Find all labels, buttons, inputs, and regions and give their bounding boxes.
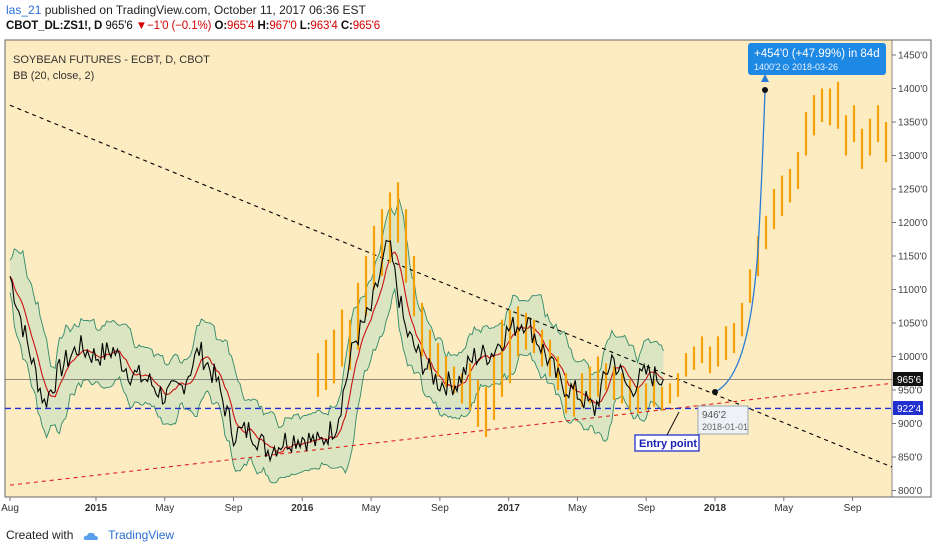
support-price-tag-label: 922'4 (897, 404, 922, 415)
low-label: L: (299, 20, 311, 32)
chart-legend-title: SOYBEAN FUTURES - ECBT, D, CBOT (13, 54, 210, 66)
last-price: 965'6 (105, 20, 133, 32)
y-tick-label: 950'0 (898, 386, 923, 397)
tradingview-cloud-icon (83, 532, 98, 540)
y-tick-label: 1150'0 (898, 252, 927, 263)
down-arrow-icon: ▼ (135, 20, 148, 32)
author-link[interactable]: las_21 (6, 3, 42, 17)
start-date: 2018-01-01 (702, 422, 748, 432)
y-tick-label: 1050'0 (898, 319, 928, 330)
x-tick-label: 2015 (85, 503, 108, 514)
symbol-label: CBOT_DL:ZS1!, D (6, 20, 103, 32)
gain-callout-text: +454'0 (+47.99%) in 84d (754, 48, 880, 60)
y-tick-label: 1200'0 (898, 218, 928, 229)
indicator-legend: BB (20, close, 2) (13, 70, 94, 82)
gain-callout-box[interactable] (748, 43, 886, 75)
start-price: 946'2 (702, 410, 727, 421)
publication-info: las_21 published on TradingView.com, Oct… (6, 3, 366, 17)
y-tick-label: 1250'0 (898, 185, 928, 196)
x-tick-label: 2016 (291, 503, 314, 514)
y-tick-label: 850'0 (898, 453, 923, 464)
x-tick-label: Aug (1, 503, 19, 514)
support-trendline (9, 382, 893, 486)
chart-frame (4, 39, 932, 498)
x-tick-label: 2017 (498, 503, 521, 514)
y-tick-label: 1300'0 (898, 151, 928, 162)
footer: Created with TradingView (6, 528, 174, 542)
x-tick-label: May (774, 503, 793, 514)
open-value: 965'4 (227, 20, 255, 32)
price-axis: 800'0 850'0 900'0 950'0 1000'0 1050'0 1100'0 11… (892, 51, 928, 497)
y-tick-label: 1100'0 (898, 285, 927, 296)
price-change: −1'0 (−0.1%) (147, 20, 212, 32)
publication-text: published on TradingView.com, October 11… (41, 3, 366, 17)
entry-point-arrow (666, 411, 680, 436)
high-value: 967'0 (269, 20, 297, 32)
target-price: 1400'2 (754, 62, 781, 72)
x-tick-label: May (568, 503, 587, 514)
y-tick-label: 1350'0 (898, 118, 928, 129)
target-date-icon: ⊙ (782, 62, 790, 72)
tradingview-brand-link[interactable]: TradingView (108, 528, 175, 542)
y-tick-label: 1400'0 (898, 84, 928, 95)
time-axis: Aug 2015 May Sep 2016 May Sep 2017 May Sep 2018 May… (1, 497, 862, 514)
bb-lower-band (9, 287, 664, 484)
x-tick-label: Sep (431, 503, 449, 514)
x-tick-label: 2018 (704, 503, 727, 514)
bb-fill (10, 199, 664, 483)
close-value: 965'6 (352, 20, 381, 32)
target-date: 2018-03-26 (792, 62, 838, 72)
close-label: C: (340, 20, 353, 32)
start-point-marker (712, 389, 718, 395)
price-line (9, 239, 664, 463)
y-tick-label: 1450'0 (898, 51, 928, 62)
entry-point-label: Entry point (639, 438, 697, 450)
start-callout-box (697, 405, 749, 435)
created-with-text: Created with (6, 528, 74, 542)
x-tick-label: Sep (844, 503, 862, 514)
x-tick-label: Sep (225, 503, 243, 514)
projection-curve (714, 89, 766, 393)
projection-arrowhead (761, 74, 769, 82)
y-tick-label: 900'0 (898, 419, 923, 430)
open-label: O: (214, 20, 228, 32)
symbol-quote-line: CBOT_DL:ZS1!, D 965'6 ▼−1'0 (−0.1%) O:96… (6, 20, 380, 32)
current-price-tag-label: 965'6 (897, 375, 922, 386)
current-price-tag (893, 372, 923, 386)
x-tick-label: May (362, 503, 381, 514)
x-tick-label: May (155, 503, 174, 514)
y-tick-label: 800'0 (898, 486, 923, 497)
x-tick-label: Sep (637, 503, 655, 514)
price-series (9, 74, 769, 463)
low-value: 963'4 (310, 20, 338, 32)
support-price-tag (893, 401, 923, 415)
high-label: H: (257, 20, 270, 32)
y-tick-label: 1000'0 (898, 352, 928, 363)
bb-upper-band (9, 197, 664, 429)
target-point-marker (762, 87, 768, 93)
